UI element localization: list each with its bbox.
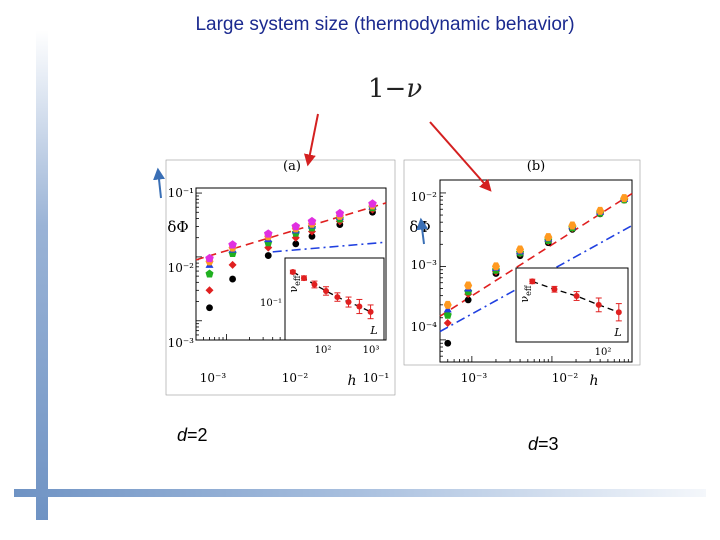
- inset-x-axis-label: L: [369, 324, 377, 337]
- caption-left: d=2: [177, 425, 208, 446]
- data-point: [205, 253, 214, 263]
- inset-y-axis-subscript: eff: [524, 284, 533, 296]
- data-point: [264, 252, 272, 259]
- data-point: [620, 194, 629, 203]
- data-point: [443, 300, 452, 309]
- inset-data-point: [345, 299, 352, 306]
- inset-x-tick-label: 10³: [363, 345, 380, 356]
- data-point: [206, 304, 213, 312]
- y-axis-label: δΦ: [167, 218, 188, 236]
- y-tick-label: 10⁻¹: [168, 186, 194, 200]
- inset-data-point: [529, 278, 536, 285]
- data-point: [443, 318, 452, 327]
- plot-axes-box: [439, 179, 633, 363]
- inset-trend-line: [532, 280, 620, 313]
- inset-y-axis-subscript: eff: [293, 274, 302, 286]
- x-tick-label: 10⁻²: [552, 371, 579, 385]
- data-point: [263, 229, 273, 238]
- data-point: [516, 245, 525, 254]
- panel-label: (b): [527, 159, 545, 174]
- y-axis-label: δΦ: [409, 218, 430, 236]
- panel-label: (a): [283, 159, 301, 174]
- data-point: [335, 208, 345, 218]
- data-point: [307, 216, 317, 226]
- data-point: [368, 199, 377, 208]
- decorative-vertical-bar: [36, 30, 48, 520]
- inset-data-point: [551, 286, 558, 293]
- data-point: [308, 232, 316, 240]
- x-tick-label: 10⁻³: [200, 371, 227, 385]
- inset-data-point: [323, 287, 330, 294]
- inset-data-point: [300, 275, 307, 282]
- data-point: [568, 221, 577, 230]
- inset-data-point: [289, 268, 296, 275]
- inset-data-point: [311, 281, 318, 288]
- inset-data-point: [615, 309, 622, 316]
- caption-right-var: d: [528, 434, 539, 454]
- data-point: [291, 221, 301, 231]
- data-point: [292, 240, 300, 248]
- data-point: [444, 339, 452, 347]
- x-tick-label: 10⁻³: [461, 371, 488, 385]
- x-tick-label: 10⁻²: [282, 371, 309, 385]
- inset-box: [284, 257, 385, 341]
- y-tick-label: 10⁻³: [168, 336, 195, 350]
- caption-right-val: =3: [538, 434, 559, 454]
- data-point: [464, 281, 473, 290]
- formula-one-minus-nu: 1−ν: [368, 74, 422, 104]
- data-point: [443, 310, 452, 319]
- data-point: [205, 269, 214, 278]
- y-tick-label: 10⁻³: [411, 258, 438, 272]
- x-axis-label: h: [589, 373, 598, 389]
- data-point: [491, 262, 500, 271]
- inset-y-tick-label: 10⁻¹: [260, 298, 282, 309]
- slide-title: Large system size (thermodynamic behavio…: [195, 14, 575, 35]
- data-point: [443, 305, 452, 313]
- arrow-red-to-panel-b: [429, 121, 492, 192]
- data-point: [596, 206, 605, 215]
- data-point: [464, 296, 472, 304]
- inset-data-point: [334, 294, 341, 301]
- fit-line-dashed: [195, 202, 387, 261]
- inset-x-tick-label: 10²: [315, 345, 332, 356]
- inset-x-axis-label: L: [613, 326, 621, 339]
- y-tick-label: 10⁻⁴: [411, 320, 438, 334]
- data-point: [544, 233, 553, 242]
- arrow-blue-right: [416, 217, 429, 245]
- decorative-horizontal-bar: [14, 489, 706, 497]
- data-point: [205, 286, 214, 295]
- caption-left-var: d: [177, 425, 188, 445]
- y-tick-label: 10⁻²: [168, 261, 195, 275]
- data-point: [228, 240, 237, 249]
- inset-x-tick-label: 10²: [595, 347, 612, 358]
- arrow-red-to-panel-a: [303, 113, 319, 167]
- data-point: [229, 275, 236, 283]
- y-tick-label: 10⁻²: [411, 190, 438, 204]
- inset-data-point: [356, 303, 363, 310]
- inset-data-point: [595, 301, 602, 308]
- arrow-blue-left: [153, 167, 165, 199]
- formula-prefix: 1−: [368, 74, 407, 104]
- inset-data-point: [367, 308, 374, 315]
- caption-left-val: =2: [187, 425, 208, 445]
- x-axis-label: h: [347, 373, 356, 389]
- data-point: [228, 260, 237, 269]
- caption-right: d=3: [528, 434, 559, 455]
- inset-data-point: [573, 293, 580, 300]
- formula-symbol: ν: [406, 74, 423, 104]
- x-tick-label: 10⁻¹: [363, 371, 389, 385]
- chart-panel-a: 10⁻³ 10⁻² 10⁻¹ 10⁻¹ 10⁻² 10⁻³ h δΦ (a) 10² 10³ 10⁻¹…: [165, 159, 396, 396]
